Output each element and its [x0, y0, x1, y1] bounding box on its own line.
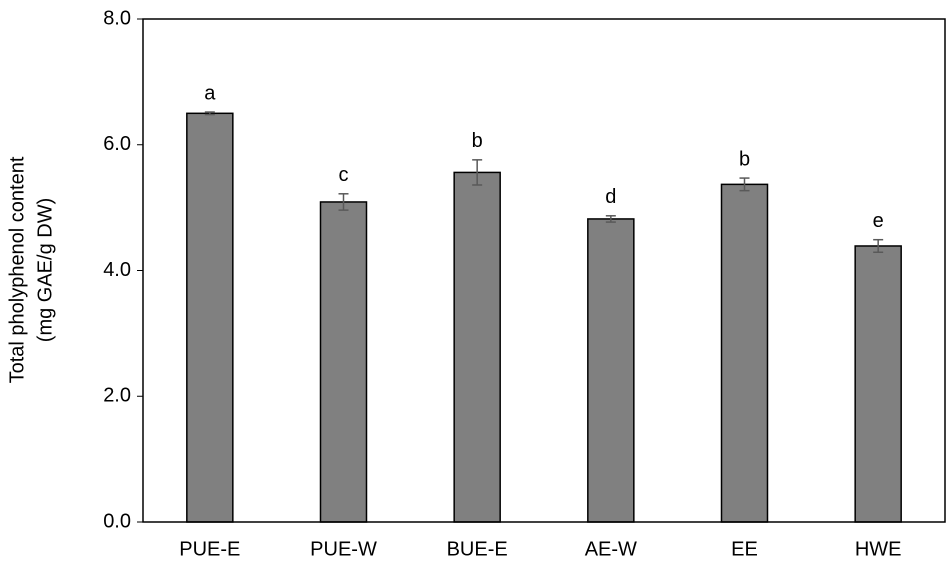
- annotation: a: [204, 82, 216, 104]
- plot-frame: [142, 18, 946, 523]
- y-tick-label: 8.0: [103, 7, 131, 29]
- y-tick-label: 4.0: [103, 259, 131, 281]
- x-tick-label: EE: [731, 538, 758, 560]
- annotation: d: [605, 186, 616, 208]
- y-tick-label: 2.0: [103, 385, 131, 407]
- y-tick-label: 0.0: [103, 510, 131, 532]
- y-tick-label: 6.0: [103, 133, 131, 155]
- bar: [186, 112, 234, 523]
- x-tick-label: BUE-E: [447, 538, 508, 560]
- x-tick-label: PUE-E: [179, 538, 240, 560]
- y-axis-label: Total pholyphenol content: [6, 156, 28, 383]
- x-tick-label: HWE: [855, 538, 902, 560]
- bar: [587, 218, 635, 523]
- annotation: b: [739, 148, 750, 170]
- annotation: b: [472, 130, 483, 152]
- bar: [720, 183, 769, 523]
- y-axis-label: (mg GAE/g DW): [34, 198, 56, 342]
- bar: [453, 171, 501, 523]
- bar: [319, 201, 368, 523]
- annotation: e: [873, 210, 884, 232]
- bar: [854, 245, 902, 523]
- x-tick-label: AE-W: [585, 538, 637, 560]
- x-tick-label: PUE-W: [310, 538, 377, 560]
- annotation: c: [339, 164, 349, 186]
